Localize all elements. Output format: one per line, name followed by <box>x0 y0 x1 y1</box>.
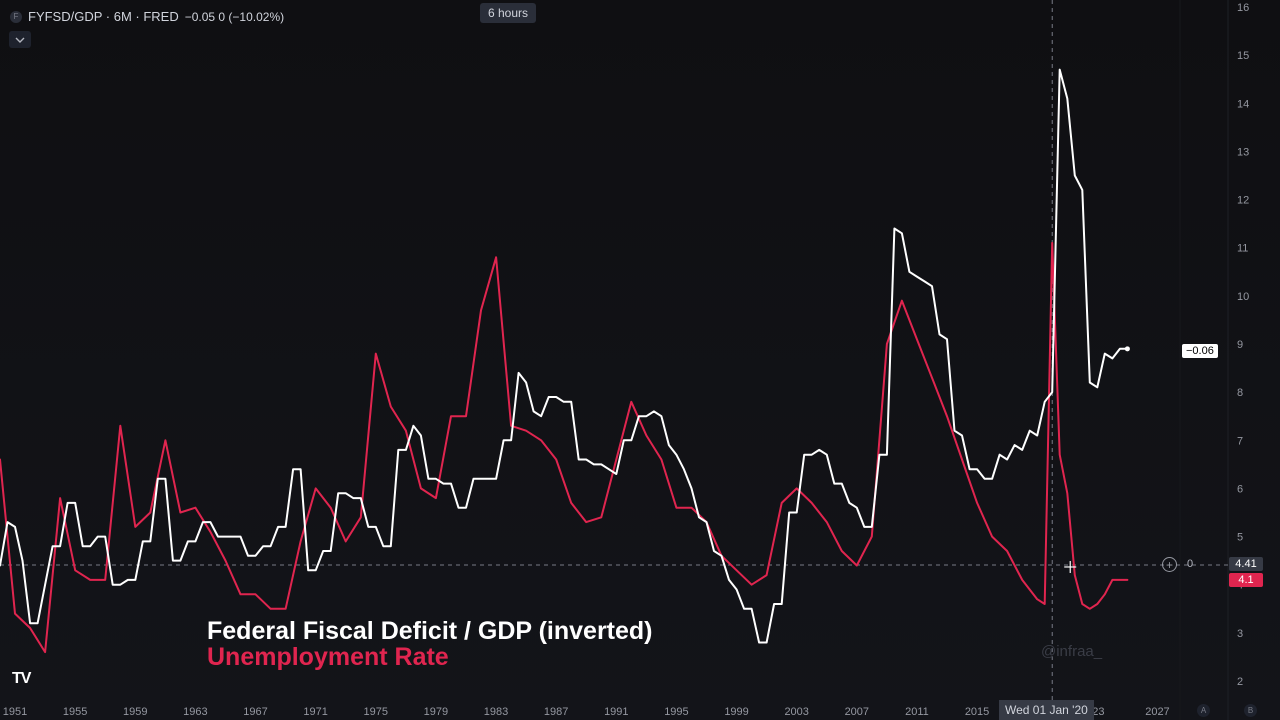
symbol-header[interactable]: F FYFSD/GDP · 6M · FRED −0.05 0 (−10.02%… <box>10 9 284 24</box>
y-tick-label: 10 <box>1237 291 1249 303</box>
x-tick-label: 1987 <box>544 706 568 718</box>
caption: Federal Fiscal Deficit / GDP (inverted) … <box>207 618 653 670</box>
deficit-last-point <box>1124 346 1130 352</box>
deficit-series-line[interactable] <box>0 68 1129 644</box>
x-tick-label: 1991 <box>604 706 628 718</box>
x-tick-label: 1955 <box>63 706 87 718</box>
x-tick-label: 2007 <box>845 706 869 718</box>
y-tick-label: 9 <box>1237 339 1243 351</box>
y-tick-label: 6 <box>1237 483 1243 495</box>
y-tick-label: 3 <box>1237 628 1243 640</box>
unemployment-series-line[interactable] <box>0 241 1129 654</box>
deficit-last-value-label: −0.06 <box>1182 344 1218 358</box>
watermark: @infraa_ <box>1041 643 1103 660</box>
x-tick-label: 1979 <box>424 706 448 718</box>
caption-deficit: Federal Fiscal Deficit / GDP (inverted) <box>207 617 653 645</box>
symbol-badge: F <box>10 10 22 23</box>
x-tick-label: 2015 <box>965 706 989 718</box>
unemployment-last-value-label: 4.1 <box>1229 573 1263 587</box>
x-tick-label: 1959 <box>123 706 147 718</box>
crosshair-date-label: Wed 01 Jan '20 <box>999 700 1094 720</box>
symbol-title[interactable]: FYFSD/GDP · 6M · FRED <box>28 9 179 24</box>
y-axis[interactable]: 2345678910111213141516 <box>1237 2 1249 688</box>
x-tick-label: 1971 <box>303 706 327 718</box>
y-tick-label: 16 <box>1237 2 1249 14</box>
x-tick-label: 2011 <box>905 706 929 718</box>
y-tick-label: 15 <box>1237 50 1249 62</box>
x-tick-label: 1983 <box>484 706 508 718</box>
tradingview-logo[interactable]: TV <box>12 670 31 687</box>
x-tick-label: 1951 <box>3 706 27 718</box>
chevron-down-icon <box>15 37 25 43</box>
y-tick-label: 2 <box>1237 676 1243 688</box>
x-tick-label: 1999 <box>724 706 748 718</box>
x-tick-label: 1995 <box>664 706 688 718</box>
crosshair-zero-label: 0 <box>1187 558 1194 570</box>
interval-tooltip: 6 hours <box>480 3 537 23</box>
symbol-change: −0.05 0 (−10.02%) <box>184 9 285 24</box>
x-tick-label: 1963 <box>183 706 207 718</box>
collapse-legend-button[interactable] <box>9 31 31 48</box>
series-layer[interactable] <box>0 68 1130 654</box>
x-tick-label: 2027 <box>1145 706 1169 718</box>
log-scale-button[interactable]: B <box>1244 704 1257 717</box>
y-tick-label: 13 <box>1237 146 1249 158</box>
y-tick-label: 7 <box>1237 435 1243 447</box>
caption-unemployment: Unemployment Rate <box>207 643 449 671</box>
plus-circle-icon[interactable]: + <box>1162 557 1177 572</box>
x-tick-label: 2003 <box>784 706 808 718</box>
x-tick-label: 1975 <box>364 706 388 718</box>
crosshair-cursor-icon <box>1064 560 1077 573</box>
y-tick-label: 14 <box>1237 98 1249 110</box>
y-tick-label: 5 <box>1237 532 1243 544</box>
y-tick-label: 8 <box>1237 387 1243 399</box>
crosshair-price-label: 4.41 <box>1229 557 1263 571</box>
y-tick-label: 12 <box>1237 195 1249 207</box>
x-tick-label: 1967 <box>243 706 267 718</box>
auto-scale-button[interactable]: A <box>1197 704 1210 717</box>
cursor <box>1064 560 1077 573</box>
y-tick-label: 11 <box>1237 243 1248 255</box>
